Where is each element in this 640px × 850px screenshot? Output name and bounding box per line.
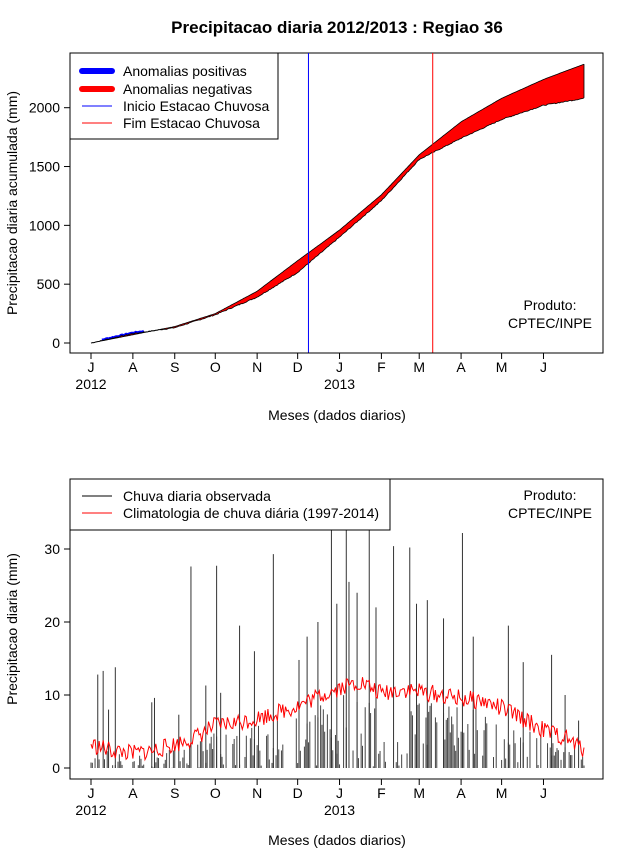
bottom-x-tick-label: N bbox=[252, 785, 262, 801]
bottom-x-tick-label: D bbox=[293, 785, 303, 801]
legend-label-season-end: Fim Estacao Chuvosa bbox=[123, 115, 260, 131]
legend-label-climatology: Climatologia de chuva diária (1997-2014) bbox=[123, 505, 379, 521]
climatology-accumulated-line bbox=[90, 63, 585, 344]
bottom-year-label: 2013 bbox=[324, 802, 355, 818]
top-x-tick-label: O bbox=[210, 359, 221, 375]
legend-label-negative-anomaly: Anomalias negativas bbox=[123, 81, 252, 97]
top-x-tick-label: M bbox=[413, 359, 425, 375]
top-year-label: 2012 bbox=[75, 376, 106, 392]
top-y-axis-label: Precipitacao diaria acumulada (mm) bbox=[4, 91, 20, 315]
bottom-x-tick-label: J bbox=[88, 785, 95, 801]
bottom-legend: Chuva diaria observada Climatologia de c… bbox=[69, 478, 391, 531]
top-x-tick-label: A bbox=[128, 359, 138, 375]
bottom-x-tick-label: A bbox=[456, 785, 466, 801]
top-y-tick-label: 0 bbox=[52, 335, 60, 351]
bottom-x-tick-label: J bbox=[336, 785, 343, 801]
top-y-tick-label: 2000 bbox=[29, 100, 60, 116]
bottom-product-source: CPTEC/INPE bbox=[508, 505, 592, 521]
bottom-x-tick-label: S bbox=[170, 785, 179, 801]
top-x-tick-label: J bbox=[336, 359, 343, 375]
top-y-tick-label: 1000 bbox=[29, 217, 60, 233]
legend-label-observed: Chuva diaria observada bbox=[123, 488, 271, 504]
bottom-y-tick-label: 20 bbox=[44, 614, 60, 630]
bottom-y-tick-label: 10 bbox=[44, 687, 60, 703]
bottom-product-label: Produto: bbox=[524, 487, 577, 503]
bottom-y-tick-label: 30 bbox=[44, 541, 60, 557]
observed-rain-bars bbox=[90, 513, 585, 768]
bottom-x-tick-label: F bbox=[377, 785, 386, 801]
top-y-tick-label: 500 bbox=[37, 276, 61, 292]
bottom-x-tick-label: O bbox=[210, 785, 221, 801]
accumulated-chart: Precipitacao diaria 2012/2013 : Regiao 3… bbox=[4, 18, 604, 423]
top-product-label: Produto: bbox=[524, 297, 577, 313]
top-x-tick-label: D bbox=[293, 359, 303, 375]
bottom-x-tick-label: M bbox=[413, 785, 425, 801]
top-x-tick-label: J bbox=[88, 359, 95, 375]
bottom-legend-box bbox=[69, 478, 391, 531]
top-x-tick-label: J bbox=[540, 359, 547, 375]
top-x-tick-label: F bbox=[377, 359, 386, 375]
top-data-layer bbox=[90, 53, 585, 353]
top-product-source: CPTEC/INPE bbox=[508, 315, 592, 331]
bottom-y-axis-label: Precipitacao diaria (mm) bbox=[4, 553, 20, 705]
top-x-tick-label: N bbox=[252, 359, 262, 375]
observed-accumulated-line bbox=[90, 97, 585, 344]
bottom-data-layer bbox=[90, 513, 585, 768]
legend-label-season-start: Inicio Estacao Chuvosa bbox=[123, 98, 270, 114]
bottom-y-tick-label: 0 bbox=[52, 760, 60, 776]
chart-title: Precipitacao diaria 2012/2013 : Regiao 3… bbox=[171, 18, 503, 37]
top-x-tick-label: M bbox=[496, 359, 508, 375]
top-x-axis-label: Meses (dados diarios) bbox=[268, 407, 406, 423]
top-y-tick-label: 1500 bbox=[29, 159, 60, 175]
top-year-label: 2013 bbox=[324, 376, 355, 392]
positive-anomaly-band bbox=[101, 329, 145, 341]
bottom-x-tick-label: A bbox=[128, 785, 138, 801]
bottom-x-tick-label: J bbox=[540, 785, 547, 801]
legend-label-positive-anomaly: Anomalias positivas bbox=[123, 63, 247, 79]
bottom-year-label: 2012 bbox=[75, 802, 106, 818]
top-legend: Anomalias positivas Anomalias negativas … bbox=[69, 52, 279, 140]
top-legend-box bbox=[69, 52, 279, 140]
top-x-tick-label: A bbox=[456, 359, 466, 375]
climatology-daily-line bbox=[90, 677, 585, 762]
bottom-x-axis-label: Meses (dados diarios) bbox=[268, 832, 406, 848]
top-x-tick-label: S bbox=[170, 359, 179, 375]
negative-anomaly-band bbox=[91, 64, 584, 343]
bottom-x-tick-label: M bbox=[496, 785, 508, 801]
